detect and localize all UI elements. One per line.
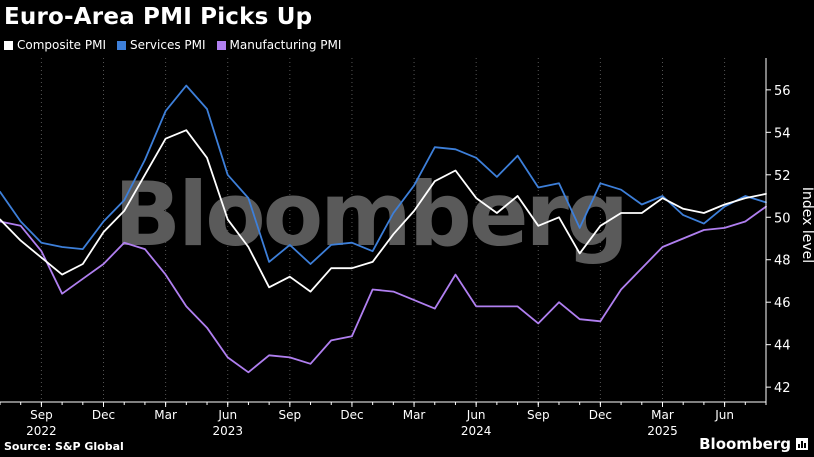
x-year-label: 2022 (26, 424, 57, 438)
legend-item-services: Services PMI (117, 38, 206, 52)
x-year-label: 2025 (647, 424, 678, 438)
y-tick-label: 48 (774, 254, 791, 269)
x-tick-label: Jun (217, 408, 237, 422)
series-lines (0, 84, 767, 374)
x-tick-label: Mar (651, 408, 674, 422)
legend-label-manufacturing: Manufacturing PMI (229, 38, 342, 52)
x-year-label: 2023 (212, 424, 243, 438)
y-tick-label: 50 (774, 211, 791, 226)
series-line-composite (0, 129, 767, 293)
source-note: Source: S&P Global (4, 440, 124, 453)
y-tick-label: 44 (774, 339, 791, 354)
legend-label-composite: Composite PMI (17, 38, 106, 52)
x-tick-label: Dec (92, 408, 115, 422)
bloomberg-brand: Bloomberg (699, 435, 808, 453)
y-tick-label: 54 (774, 126, 791, 141)
legend-swatch-manufacturing (216, 40, 226, 50)
legend-swatch-composite (4, 40, 13, 50)
y-tick-label: 52 (774, 169, 791, 184)
x-tick-label: Sep (30, 408, 53, 422)
x-tick-label: Mar (154, 408, 177, 422)
x-tick-label: Dec (340, 408, 363, 422)
x-year-label: 2024 (461, 424, 492, 438)
series-line-manufacturing (0, 205, 767, 374)
x-tick-label: Mar (403, 408, 426, 422)
y-tick-label: 56 (774, 84, 791, 99)
x-tick-label: Sep (279, 408, 302, 422)
grid-lines (40, 58, 726, 402)
legend-item-manufacturing: Manufacturing PMI (216, 38, 342, 52)
y-tick-label: 46 (774, 296, 791, 311)
legend-label-services: Services PMI (130, 38, 206, 52)
x-tick-label: Dec (589, 408, 612, 422)
x-tick-label: Sep (527, 408, 550, 422)
series-line-services (0, 84, 767, 265)
brand-label: Bloomberg (699, 435, 791, 453)
legend-swatch-services (117, 40, 126, 50)
legend: Composite PMI Services PMI Manufacturing… (4, 38, 352, 52)
y-axis-label: Index level (799, 187, 814, 263)
legend-item-composite: Composite PMI (4, 38, 106, 52)
axes: Sep 2022 Dec Mar Jun 2023 Sep Dec Mar Jun 2024 Sep D… (0, 58, 791, 438)
bloomberg-watermark: Bloomberg (114, 163, 626, 266)
x-tick-label: Jun (714, 408, 734, 422)
chart-title: Euro-Area PMI Picks Up (4, 4, 313, 30)
bar-chart-icon (796, 438, 808, 450)
x-tick-label: Jun (466, 408, 486, 422)
y-tick-label: 42 (774, 381, 791, 396)
